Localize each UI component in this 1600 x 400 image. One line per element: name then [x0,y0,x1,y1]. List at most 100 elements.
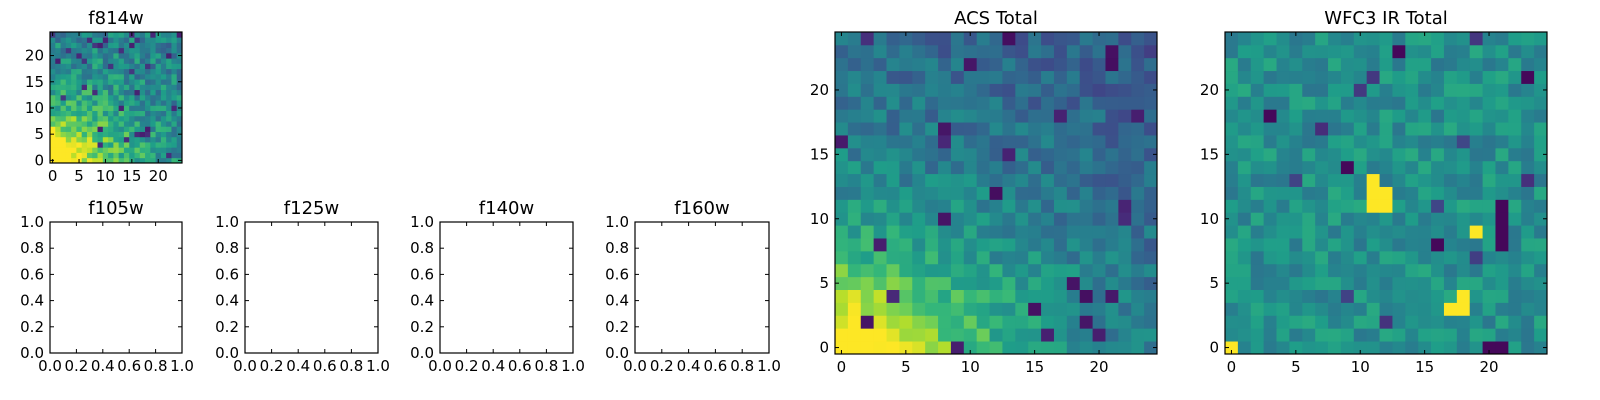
heatmap-cell [97,37,104,43]
heatmap-cell [1053,44,1068,59]
heatmap-cell [108,152,114,159]
heatmap-cell [1079,57,1093,72]
heatmap-cell [1079,315,1093,329]
heatmap-cell [139,63,146,70]
heatmap-cell [1508,250,1522,265]
heatmap-cell [1015,276,1029,290]
y-tick-label: 0.0 [410,344,434,362]
heatmap-cell [76,89,83,96]
heatmap-cell [963,302,978,316]
heatmap-cell [1366,238,1380,252]
heatmap-cell [113,94,120,101]
heatmap-cell [1418,122,1432,136]
heatmap-cell [1379,44,1393,59]
heatmap-cell [1366,328,1380,342]
heatmap-cell [1315,57,1329,72]
heatmap-cell [912,83,926,97]
x-tick-label: 0.0 [428,357,452,375]
heatmap-cell [160,136,167,143]
heatmap-cell [1366,109,1380,123]
heatmap-cell [171,58,178,64]
heatmap-cell [912,341,926,355]
heatmap-cell [76,110,83,117]
x-tick-label: 0.8 [730,357,754,375]
heatmap-cell [1431,57,1445,72]
heatmap-cell [950,315,965,329]
heatmap-cell [129,121,135,127]
heatmap-cell [938,250,952,265]
heatmap-cell [123,142,130,148]
heatmap-cell [989,70,1003,84]
heatmap-cell [886,96,900,110]
heatmap-cell [1469,315,1483,329]
heatmap-cell [899,250,913,265]
heatmap-cell [950,70,965,84]
heatmap-cell [950,225,965,239]
heatmap-cell [65,73,72,80]
heatmap-cell [873,57,887,72]
heatmap-cell [71,115,77,122]
heatmap-cell [1379,135,1393,149]
heatmap-cell [1418,238,1432,252]
heatmap-cell [899,341,913,355]
heatmap-cell [1053,96,1068,110]
heatmap-cell [1263,173,1277,187]
axes-frame [49,31,183,164]
heatmap-cell [1379,147,1393,162]
heatmap-cell [1443,199,1458,213]
heatmap-cell [1053,122,1068,136]
heatmap-cell [1250,109,1265,123]
heatmap-cell [1053,276,1068,290]
heatmap-cell [123,147,130,153]
heatmap-cell [97,79,104,85]
heatmap-cell [1105,96,1119,110]
heatmap-cell [155,105,162,111]
heatmap-cell [1482,341,1496,355]
heatmap-cell [118,79,125,85]
heatmap-cell [938,96,952,110]
heatmap-cell [160,63,167,70]
heatmap-cell [155,136,162,143]
heatmap-cell [1456,173,1471,187]
heatmap-cell [1482,225,1496,239]
heatmap-cell [1263,328,1277,342]
heatmap-cell [1302,289,1316,303]
heatmap-cell [1002,96,1016,110]
heatmap-cell [1237,44,1252,59]
heatmap-cell [81,68,88,75]
heatmap-cell [1469,57,1483,72]
heatmap-cell [171,89,178,96]
heatmap-cell [86,147,93,153]
heatmap-cell [950,44,965,59]
x-tick-label: 20 [1479,358,1498,376]
heatmap-cell [1315,186,1329,200]
heatmap-cell [847,122,862,136]
heatmap-cell [1418,96,1432,110]
heatmap-cell [1508,70,1522,84]
heatmap-cell [1405,276,1419,290]
heatmap-cell [129,152,135,159]
heatmap-cell [1092,173,1106,187]
heatmap-cell [1392,173,1406,187]
heatmap-cell [155,47,162,54]
heatmap-cell [129,68,135,75]
heatmap-cell [1079,147,1093,162]
heatmap-cell [1418,263,1432,278]
heatmap-cell [1315,212,1329,226]
heatmap-cell [1418,135,1432,149]
heatmap-cell [1002,135,1016,149]
heatmap-cell [1302,199,1316,213]
heatmap-cell [1469,96,1483,110]
heatmap-cell [150,84,156,91]
heatmap-cell [912,328,926,342]
heatmap-cell [113,84,120,91]
heatmap-cell [1118,135,1132,149]
heatmap-cell [1041,109,1055,123]
heatmap-cell [176,94,183,101]
heatmap-cell [950,122,965,136]
heatmap-cell [1328,57,1342,72]
heatmap-cell [1534,186,1548,200]
heatmap-cell [1237,83,1252,97]
heatmap-cell [81,136,88,143]
heatmap-cell [1041,250,1055,265]
